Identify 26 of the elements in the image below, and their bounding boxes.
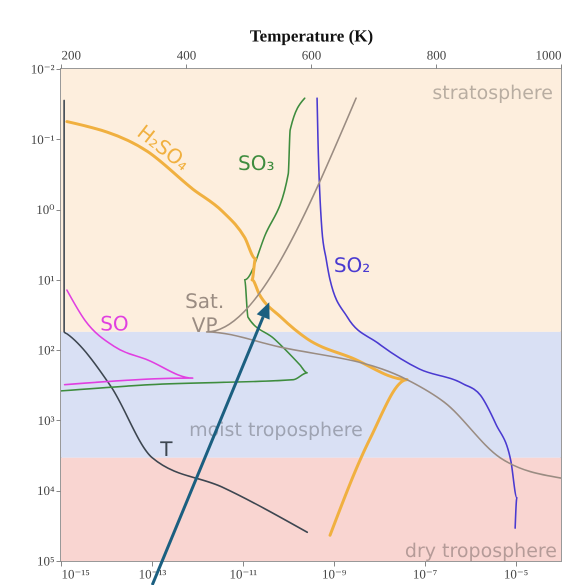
y-tick-label: 10² [38,342,55,358]
series-label: SO₂ [334,252,370,277]
band-label: stratosphere [432,82,553,104]
x-tick-label: 10⁻⁵ [504,566,528,582]
series-label: Sat. VP [185,288,224,337]
y-tick-label: 10⁻¹ [30,132,55,147]
x2-tick-label: 1000 [536,48,562,62]
x2-tick-label: 400 [176,48,196,62]
x-tick-label: 10⁻⁹ [322,566,347,582]
series-label: SO₃ [238,150,275,175]
band-label: dry troposphere [404,540,557,562]
y-tick-label: 10⁵ [36,554,54,568]
x2-tick-label: 800 [426,48,446,62]
y-tick-label: 10⁰ [36,202,54,218]
x2-axis-title: Temperature (K) [250,26,374,46]
y-tick-label: 10⁻² [30,62,55,76]
series-label: SO [100,312,129,336]
x2-tick-label: 600 [302,48,322,62]
y-tick-label: 10¹ [38,272,55,288]
series-label: T [159,436,174,461]
y-tick-label: 10⁴ [36,483,55,498]
x-tick-label: 10⁻⁷ [412,566,438,582]
x2-tick-label: 200 [62,48,81,62]
x-tick-label: 10⁻¹⁵ [62,566,90,582]
y-tick-label: 10³ [38,412,55,428]
x-tick-label: 10⁻¹¹ [229,566,258,582]
